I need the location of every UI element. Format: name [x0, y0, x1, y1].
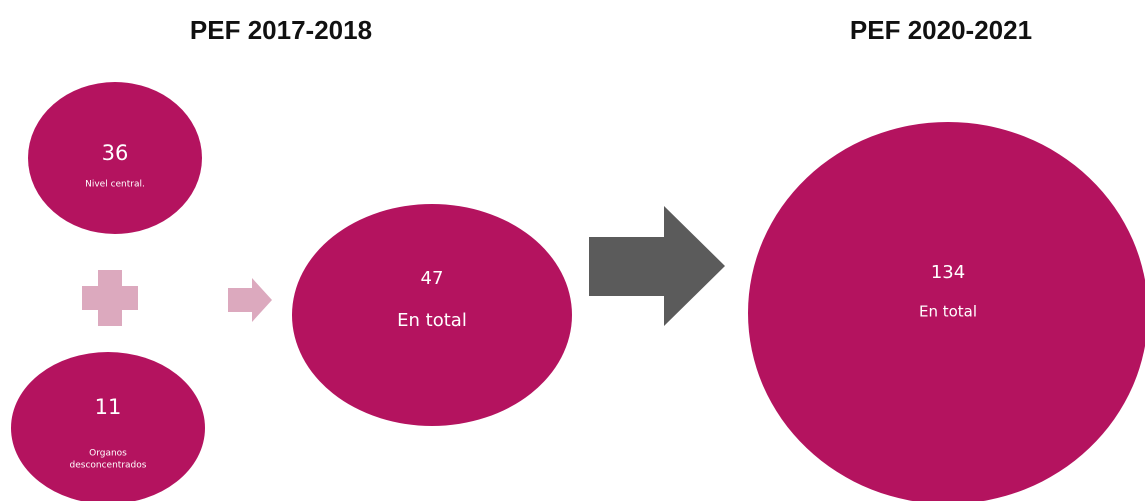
node-label: desconcentrados: [70, 461, 147, 471]
circle: [28, 82, 202, 234]
node-label: Organos: [89, 449, 127, 459]
heading: PEF 2017-2018: [190, 15, 372, 45]
node-label: Nivel central.: [85, 180, 145, 190]
big-arrow: [589, 206, 725, 326]
node-label: En total: [397, 310, 467, 331]
circle: [748, 122, 1145, 501]
small-arrow: [228, 278, 272, 322]
node-value: 11: [95, 395, 122, 419]
node-value: 36: [102, 141, 129, 165]
plus-icon: [82, 270, 138, 326]
circle: [11, 352, 205, 501]
node-value: 47: [421, 268, 444, 289]
circle: [292, 204, 572, 426]
node-value: 134: [931, 262, 965, 283]
node-label: En total: [919, 303, 977, 321]
heading: PEF 2020-2021: [850, 15, 1032, 45]
